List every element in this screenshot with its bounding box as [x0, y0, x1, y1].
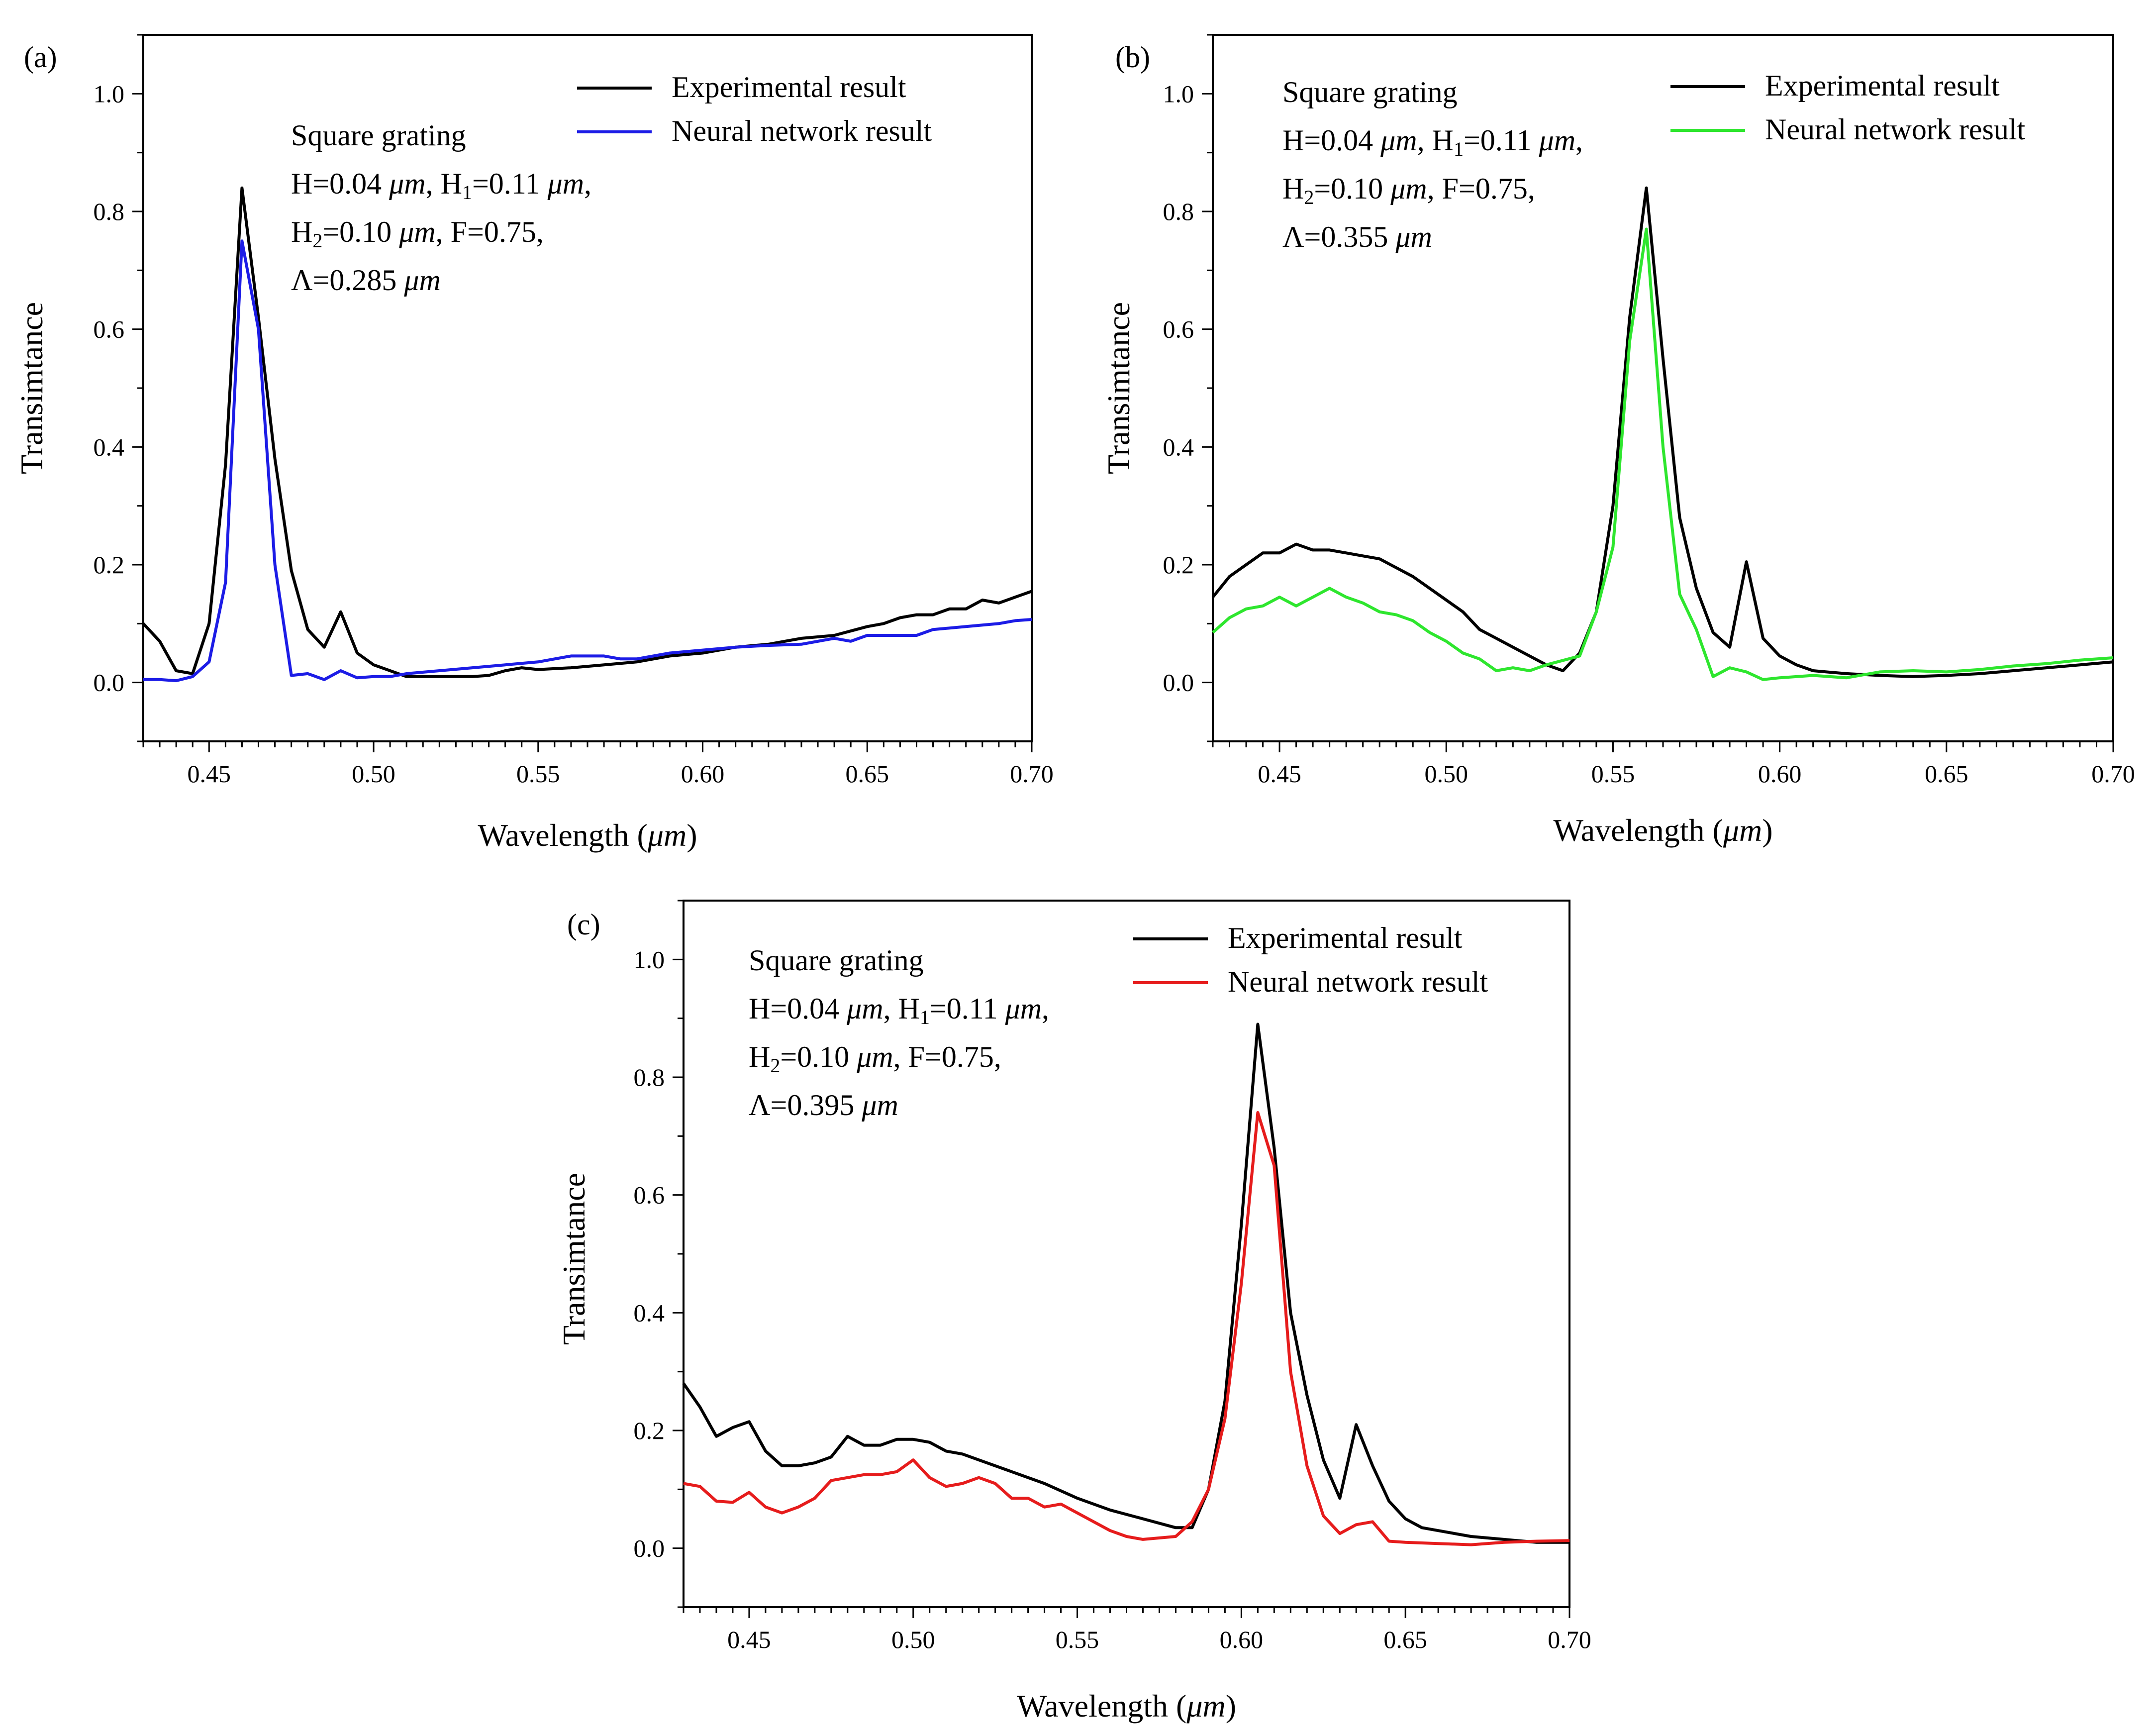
panel-c: 0.45 0.50 0.55 0.60 0.65 0.70 0.0 0.2 0.4 0.6 0.8 1… — [556, 900, 1591, 1724]
x-tick-label: 0.55 — [516, 760, 560, 788]
y-tick-label: 0.2 — [94, 551, 125, 579]
y-tick-label: 0.0 — [634, 1534, 665, 1562]
series-neural-network-line — [1212, 227, 2114, 681]
y-tick-label: 0.0 — [94, 669, 125, 697]
x-tick-label: 0.65 — [1925, 760, 1968, 788]
annotation-line-heights: H=0.04 μm, H1=0.11 μm, — [749, 992, 1049, 1028]
x-tick-label: 0.45 — [188, 760, 231, 788]
legend-label: Experimental result — [1765, 69, 2000, 102]
legend-label: Neural network result — [1765, 113, 2025, 146]
x-tick-label: 0.65 — [846, 760, 889, 788]
annotation-line-period: Λ=0.285 μm — [291, 264, 441, 297]
y-tick-label: 1.0 — [1163, 80, 1194, 107]
annotation-title: Square grating — [749, 944, 924, 977]
y-tick-label: 0.2 — [634, 1417, 665, 1444]
x-tick-label: 0.70 — [1548, 1626, 1591, 1653]
series-experimental-line — [682, 1022, 1569, 1544]
y-tick-label: 1.0 — [94, 80, 125, 107]
y-tick-label: 0.4 — [634, 1299, 665, 1327]
parameter-annotation: Square grating H=0.04 μm, H1=0.11 μm, H2=0… — [749, 944, 1049, 1122]
x-tick-label: 0.55 — [1591, 760, 1635, 788]
legend: Experimental result Neural network result — [1670, 69, 2025, 146]
x-tick-label: 0.50 — [1425, 760, 1469, 788]
y-tick-label: 0.6 — [1163, 315, 1194, 343]
legend: Experimental result Neural network result — [1133, 921, 1488, 998]
panel-label: (c) — [567, 908, 600, 941]
y-tick-label: 0.8 — [94, 198, 125, 225]
y-tick-label: 0.6 — [634, 1181, 665, 1209]
legend-label: Neural network result — [1228, 965, 1488, 998]
annotation-line-heights: H=0.04 μm, H1=0.11 μm, — [1282, 124, 1583, 160]
x-tick-label: 0.50 — [352, 760, 395, 788]
y-tick-label: 0.4 — [94, 433, 125, 461]
x-tick-label: 0.60 — [681, 760, 725, 788]
y-tick-label: 0.6 — [94, 315, 125, 343]
y-tick-label: 0.8 — [634, 1063, 665, 1091]
x-tick-label: 0.65 — [1383, 1626, 1427, 1653]
series-experimental-line — [142, 186, 1033, 678]
x-tick-label: 0.60 — [1758, 760, 1802, 788]
y-axis-title: Transimtance — [556, 1173, 591, 1345]
y-tick-label: 0.0 — [1163, 669, 1194, 697]
panel-label: (b) — [1115, 41, 1150, 74]
panel-a: 0.45 0.50 0.55 0.60 0.65 0.70 0.0 0.2 0.4 0.6 0.8 1… — [14, 34, 1054, 853]
annotation-title: Square grating — [291, 119, 466, 152]
parameter-annotation: Square grating H=0.04 μm, H1=0.11 μm, H2=0… — [1282, 76, 1583, 253]
annotation-line-heights: H=0.04 μm, H1=0.11 μm, — [291, 167, 591, 204]
annotation-line-period: Λ=0.355 μm — [1282, 220, 1432, 253]
x-tick-label: 0.55 — [1056, 1626, 1099, 1653]
annotation-line-h2-fill: H2=0.10 μm, F=0.75, — [1282, 172, 1535, 208]
annotation-title: Square grating — [1282, 76, 1458, 108]
legend-label: Neural network result — [672, 114, 932, 147]
series-experimental-line — [1211, 186, 2114, 678]
y-axis-title: Transimtance — [14, 302, 49, 474]
annotation-line-period: Λ=0.395 μm — [749, 1089, 898, 1122]
y-tick-label: 0.2 — [1163, 551, 1194, 579]
y-tick-label: 0.8 — [1163, 198, 1194, 225]
x-axis-title: Wavelength (μm) — [1553, 813, 1772, 848]
x-tick-label: 0.70 — [1010, 760, 1054, 788]
y-tick-label: 1.0 — [634, 945, 665, 973]
y-axis-title: Transimtance — [1101, 302, 1136, 474]
x-tick-label: 0.50 — [891, 1626, 935, 1653]
x-tick-label: 0.45 — [727, 1626, 771, 1653]
series-neural-network-line — [143, 239, 1032, 683]
x-tick-label: 0.70 — [2091, 760, 2135, 788]
x-axis-title: Wavelength (μm) — [1017, 1688, 1236, 1724]
x-tick-label: 0.45 — [1258, 760, 1301, 788]
legend-label: Experimental result — [672, 71, 906, 103]
x-axis-title: Wavelength (μm) — [478, 817, 697, 853]
panel-label: (a) — [24, 41, 57, 74]
y-tick-label: 0.4 — [1163, 433, 1194, 461]
x-tick-label: 0.60 — [1220, 1626, 1264, 1653]
panel-b: 0.45 0.50 0.55 0.60 0.65 0.70 0.0 0.2 0.4 0.6 0.8 1… — [1101, 34, 2135, 848]
annotation-line-h2-fill: H2=0.10 μm, F=0.75, — [749, 1040, 1001, 1077]
legend-label: Experimental result — [1228, 921, 1463, 954]
parameter-annotation: Square grating H=0.04 μm, H1=0.11 μm, H2=0… — [291, 119, 591, 297]
series-neural-network-line — [683, 1111, 1570, 1546]
annotation-line-h2-fill: H2=0.10 μm, F=0.75, — [291, 215, 544, 252]
legend: Experimental result Neural network result — [577, 71, 932, 147]
